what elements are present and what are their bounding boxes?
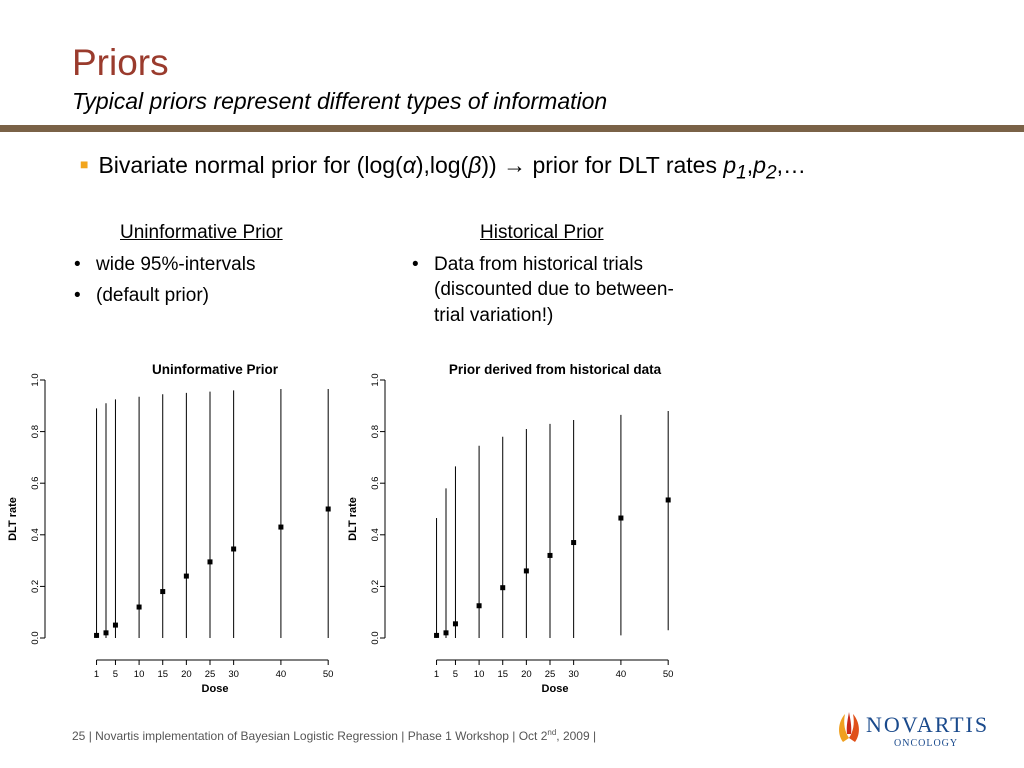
x-tick-label: 50 [323, 669, 334, 680]
p2-subscript: 2 [765, 162, 777, 184]
x-tick-label: 30 [568, 669, 579, 680]
point-estimate [94, 632, 100, 638]
y-tick-label: 0.0 [30, 631, 41, 644]
point-estimate [523, 568, 529, 574]
arrow-symbol: → [503, 152, 527, 178]
y-tick-label: 1.0 [370, 373, 381, 386]
point-estimate [207, 559, 213, 565]
y-tick-label: 0.6 [370, 477, 381, 490]
point-estimate [434, 632, 440, 638]
historical-prior-column: Historical Prior Data from historical tr… [408, 220, 738, 335]
historical-prior-heading: Historical Prior [480, 222, 604, 243]
x-tick-label: 25 [545, 669, 556, 680]
point-estimate [136, 604, 142, 610]
logo-unit: ONCOLOGY [894, 738, 959, 749]
point-estimate [325, 506, 331, 512]
point-estimate [452, 621, 458, 627]
chart-title: Prior derived from historical data [449, 362, 662, 377]
novartis-logo: NOVARTIS ONCOLOGY [834, 708, 987, 752]
x-tick-label: 1 [94, 669, 99, 680]
x-tick-label: 25 [205, 669, 216, 680]
uninformative-prior-column: Uninformative Prior wide 95%-intervals (… [70, 220, 380, 315]
x-tick-label: 40 [276, 669, 287, 680]
x-tick-label: 5 [113, 669, 118, 680]
x-tick-label: 1 [434, 669, 439, 680]
x-tick-label: 15 [497, 669, 508, 680]
slide-subtitle: Typical priors represent different types… [72, 88, 608, 114]
uninformative-prior-chart: Uninformative Prior 0.0 0.2 0.4 0.6 0.8 1.0 DLT… [7, 362, 334, 695]
p1-subscript: 1 [736, 162, 747, 184]
point-estimate [618, 515, 624, 521]
historical-prior-list: Data from historical trials (discounted … [408, 252, 738, 329]
chart-title: Uninformative Prior [152, 362, 279, 377]
footer-year: , 2009 | [556, 729, 597, 743]
alpha-symbol: α [402, 152, 416, 178]
x-tick-label: 50 [663, 669, 674, 680]
y-tick-label: 0.8 [370, 425, 381, 438]
point-estimate [476, 603, 482, 609]
p2-letter: p [753, 152, 766, 178]
footer-text: | Novartis implementation of Bayesian Lo… [85, 729, 548, 743]
logo-wordmark: NOVARTIS [866, 712, 990, 737]
y-tick-label: 0.2 [370, 580, 381, 593]
bullet-comma: , [746, 152, 754, 178]
y-tick-label: 0.4 [370, 528, 381, 541]
point-estimate [103, 630, 109, 636]
list-item: (default prior) [70, 283, 380, 309]
x-tick-label: 20 [521, 669, 532, 680]
point-estimate [112, 622, 118, 628]
p1-letter: p [723, 152, 737, 178]
flame-hands-icon [839, 712, 859, 742]
bullet-text-mid: ),log( [415, 152, 469, 178]
y-tick-label: 0.8 [30, 425, 41, 438]
point-estimate [278, 524, 284, 530]
footer-superscript: nd [547, 728, 557, 737]
y-tick-label: 0.4 [30, 528, 41, 541]
slide-title: Priors [72, 42, 169, 83]
x-tick-label: 15 [157, 669, 168, 680]
point-estimate [160, 589, 166, 595]
point-estimate [183, 573, 189, 579]
x-tick-label: 10 [134, 669, 145, 680]
point-estimate [547, 552, 553, 558]
bullet-text-post: )) [481, 152, 497, 178]
point-estimate [443, 630, 449, 636]
uninformative-prior-list: wide 95%-intervals (default prior) [70, 252, 380, 309]
x-tick-label: 20 [181, 669, 192, 680]
y-tick-label: 0.2 [30, 580, 41, 593]
x-tick-label: 30 [228, 669, 239, 680]
page-number: 25 [72, 729, 86, 743]
point-estimate [500, 585, 506, 591]
point-estimate [571, 540, 577, 546]
header-divider [0, 125, 1024, 132]
beta-symbol: β [468, 152, 482, 178]
x-tick-label: 5 [453, 669, 458, 680]
x-tick-label: 10 [474, 669, 485, 680]
y-tick-label: 0.6 [30, 477, 41, 490]
x-axis-label: Dose [202, 683, 229, 695]
main-bullet: ■ Bivariate normal prior for (log(α),log(… [80, 152, 806, 185]
x-tick-label: 40 [616, 669, 627, 680]
y-axis-label: DLT rate [7, 497, 19, 541]
point-estimate [665, 497, 671, 503]
y-axis-label: DLT rate [347, 497, 359, 541]
p1-var: p1 [723, 152, 746, 184]
bullet-text-after: prior for DLT rates [526, 152, 724, 178]
list-item: wide 95%-intervals [70, 252, 380, 278]
list-item: Data from historical trials (discounted … [408, 252, 704, 329]
square-bullet-icon: ■ [80, 156, 89, 172]
p2-var: p2 [753, 152, 776, 184]
bullet-text-pre: Bivariate normal prior for (log( [98, 152, 403, 178]
uninformative-prior-heading: Uninformative Prior [120, 222, 283, 243]
historical-prior-chart: Prior derived from historical data 0.0 0.2… [347, 362, 674, 695]
footer: 25 | Novartis implementation of Bayesian… [72, 728, 596, 743]
y-tick-label: 0.0 [370, 631, 381, 644]
y-tick-label: 1.0 [30, 373, 41, 386]
bullet-ellipsis: ,… [776, 152, 807, 178]
x-axis-label: Dose [542, 683, 569, 695]
point-estimate [231, 546, 237, 552]
